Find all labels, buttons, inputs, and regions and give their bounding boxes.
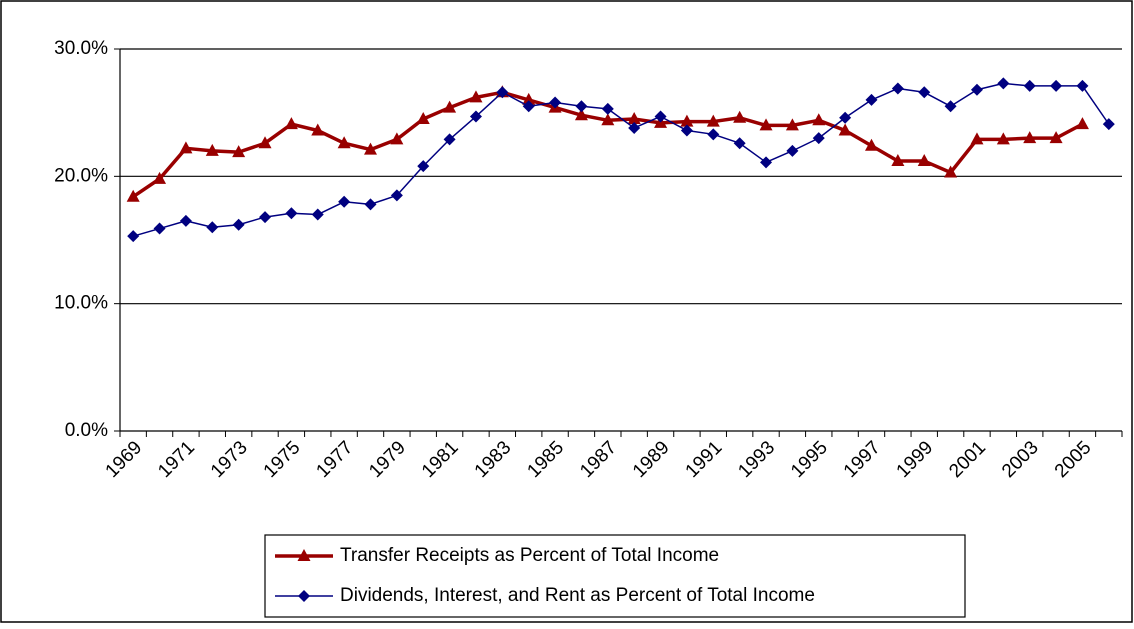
marker	[574, 108, 588, 121]
marker	[733, 110, 747, 123]
marker	[153, 222, 166, 235]
marker	[522, 100, 535, 113]
marker	[522, 92, 536, 105]
marker	[706, 114, 720, 127]
marker	[298, 590, 310, 602]
marker	[1050, 79, 1063, 92]
marker	[970, 83, 983, 96]
marker	[654, 110, 667, 123]
marker	[205, 143, 219, 156]
marker	[153, 171, 167, 184]
marker	[179, 214, 192, 227]
marker	[733, 137, 746, 150]
marker	[1023, 79, 1036, 92]
marker	[944, 100, 957, 113]
marker	[944, 165, 958, 178]
marker	[232, 218, 245, 231]
marker	[127, 230, 140, 243]
marker	[575, 100, 588, 113]
marker	[970, 132, 984, 145]
marker	[259, 211, 272, 224]
marker	[865, 93, 878, 106]
marker	[997, 77, 1010, 90]
marker	[364, 142, 377, 155]
marker	[601, 113, 615, 126]
marker	[891, 154, 905, 167]
y-tick-label: 30.0%	[54, 38, 108, 59]
marker	[337, 136, 351, 149]
marker	[1102, 118, 1115, 131]
marker	[628, 121, 641, 134]
marker	[680, 124, 693, 137]
marker	[258, 136, 272, 149]
marker	[469, 90, 483, 103]
marker	[1075, 117, 1089, 130]
marker	[707, 128, 720, 141]
marker	[284, 117, 298, 130]
marker	[759, 118, 773, 131]
marker	[1023, 131, 1037, 144]
y-tick-label: 20.0%	[54, 165, 108, 186]
marker	[443, 100, 457, 113]
marker	[839, 111, 852, 124]
marker	[206, 221, 219, 234]
marker	[1049, 131, 1063, 144]
marker	[549, 96, 562, 109]
marker	[179, 141, 193, 154]
marker	[627, 112, 641, 125]
marker	[364, 198, 377, 211]
marker	[390, 189, 403, 202]
legend-box	[264, 534, 966, 618]
marker	[417, 160, 430, 173]
marker	[443, 133, 456, 146]
marker	[285, 207, 298, 220]
marker	[311, 123, 325, 136]
marker	[891, 82, 904, 95]
y-tick-label: 0.0%	[65, 420, 108, 441]
marker	[601, 102, 614, 115]
marker	[311, 208, 324, 221]
legend-label: Dividends, Interest, and Rent as Percent…	[340, 585, 815, 606]
marker	[496, 86, 509, 99]
legend-label: Transfer Receipts as Percent of Total In…	[340, 545, 719, 566]
marker	[812, 132, 825, 145]
marker	[232, 145, 246, 158]
marker	[917, 154, 931, 167]
marker	[416, 112, 430, 125]
y-tick-label: 10.0%	[54, 293, 108, 314]
marker	[838, 123, 852, 136]
marker	[918, 86, 931, 99]
marker	[390, 132, 404, 145]
marker	[338, 195, 351, 208]
marker	[469, 110, 482, 123]
marker	[680, 114, 694, 127]
marker	[126, 189, 140, 202]
marker	[760, 156, 773, 169]
marker	[812, 113, 826, 126]
marker	[297, 549, 311, 561]
marker	[785, 118, 799, 131]
marker	[1076, 79, 1089, 92]
marker	[996, 132, 1010, 145]
marker	[865, 138, 878, 151]
marker	[786, 144, 799, 157]
